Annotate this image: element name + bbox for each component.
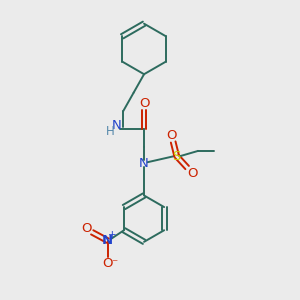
Text: N: N [102, 234, 113, 247]
Text: ⁻: ⁻ [111, 257, 117, 270]
Text: S: S [172, 150, 181, 163]
Text: O: O [187, 167, 198, 180]
Text: +: + [108, 230, 117, 240]
Text: O: O [102, 257, 113, 270]
Text: N: N [139, 157, 149, 170]
Text: O: O [167, 129, 177, 142]
Text: O: O [81, 222, 92, 235]
Text: H: H [106, 125, 115, 138]
Text: O: O [139, 97, 149, 110]
Text: N: N [112, 119, 122, 132]
